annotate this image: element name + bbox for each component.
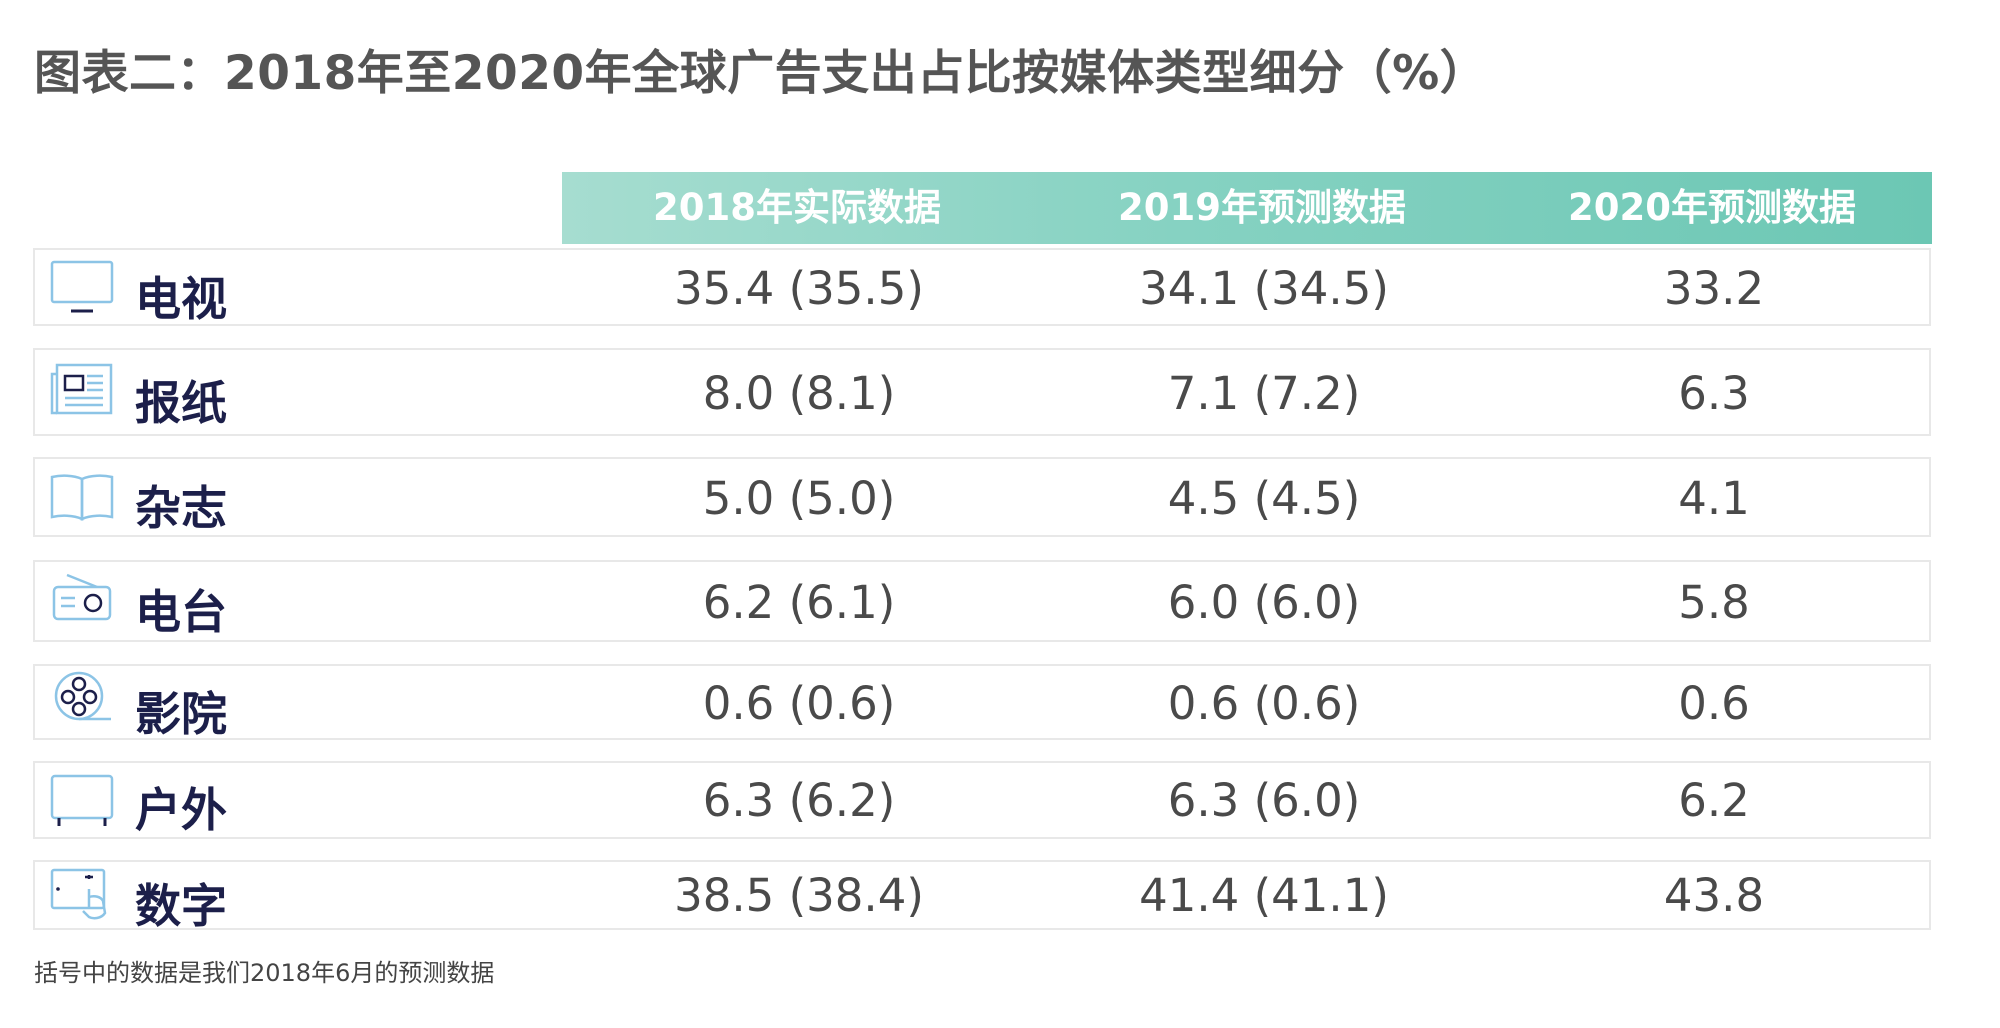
page-title: 图表二：2018年至2020年全球广告支出占比按媒体类型细分（%）	[34, 46, 1488, 101]
value-2018: 6.2 (6.1)	[702, 576, 896, 629]
value-2019: 0.6 (0.6)	[1167, 677, 1361, 730]
value-2019: 6.3 (6.0)	[1167, 774, 1361, 827]
value-2019: 41.4 (41.1)	[1139, 869, 1389, 922]
row-label: 户外	[135, 783, 227, 837]
tv-icon	[49, 259, 115, 315]
table-row: 影院 0.6 (0.6) 0.6 (0.6) 0.6	[33, 664, 1931, 741]
value-2019: 7.1 (7.2)	[1167, 367, 1361, 420]
table-row: 电视 35.4 (35.5) 34.1 (34.5) 33.2	[33, 248, 1931, 326]
table-row: 数字 38.5 (38.4) 41.4 (41.1) 43.8	[33, 860, 1931, 933]
value-2020: 5.8	[1678, 576, 1750, 629]
film-reel-icon	[49, 670, 115, 726]
value-2018: 5.0 (5.0)	[702, 472, 896, 525]
value-2020: 43.8	[1663, 869, 1765, 922]
value-2018: 35.4 (35.5)	[674, 262, 924, 315]
value-2019: 6.0 (6.0)	[1167, 576, 1361, 629]
value-2019: 34.1 (34.5)	[1139, 262, 1389, 315]
table-row: 报纸 8.0 (8.1) 7.1 (7.2) 6.3	[33, 348, 1931, 436]
value-2018: 8.0 (8.1)	[702, 367, 896, 420]
magazine-icon	[49, 469, 115, 525]
value-2019: 4.5 (4.5)	[1167, 472, 1361, 525]
row-label: 报纸	[135, 376, 227, 430]
row-label: 数字	[135, 879, 227, 933]
column-header-2018: 2018年实际数据	[653, 186, 941, 229]
table-row: 杂志 5.0 (5.0) 4.5 (4.5) 4.1	[33, 457, 1931, 537]
value-2018: 38.5 (38.4)	[674, 869, 924, 922]
value-2018: 6.3 (6.2)	[702, 774, 896, 827]
tablet-touch-icon	[49, 867, 115, 923]
billboard-icon	[49, 773, 115, 829]
newspaper-icon	[49, 362, 115, 418]
column-header-bar: 2018年实际数据 2019年预测数据 2020年预测数据	[562, 172, 1932, 244]
footnote: 括号中的数据是我们2018年6月的预测数据	[34, 959, 495, 987]
table-row: 户外 6.3 (6.2) 6.3 (6.0) 6.2	[33, 761, 1931, 839]
row-label: 电台	[135, 585, 227, 639]
column-header-2019: 2019年预测数据	[1118, 186, 1406, 229]
row-label: 电视	[135, 272, 227, 326]
value-2018: 0.6 (0.6)	[702, 677, 896, 730]
value-2020: 6.2	[1678, 774, 1750, 827]
table-row: 电台 6.2 (6.1) 6.0 (6.0) 5.8	[33, 560, 1931, 642]
value-2020: 4.1	[1678, 472, 1750, 525]
value-2020: 6.3	[1678, 367, 1750, 420]
value-2020: 33.2	[1663, 262, 1765, 315]
value-2020: 0.6	[1678, 677, 1750, 730]
row-label: 杂志	[135, 481, 227, 535]
row-label: 影院	[135, 687, 227, 741]
radio-icon	[49, 569, 115, 625]
column-header-2020: 2020年预测数据	[1568, 186, 1856, 229]
